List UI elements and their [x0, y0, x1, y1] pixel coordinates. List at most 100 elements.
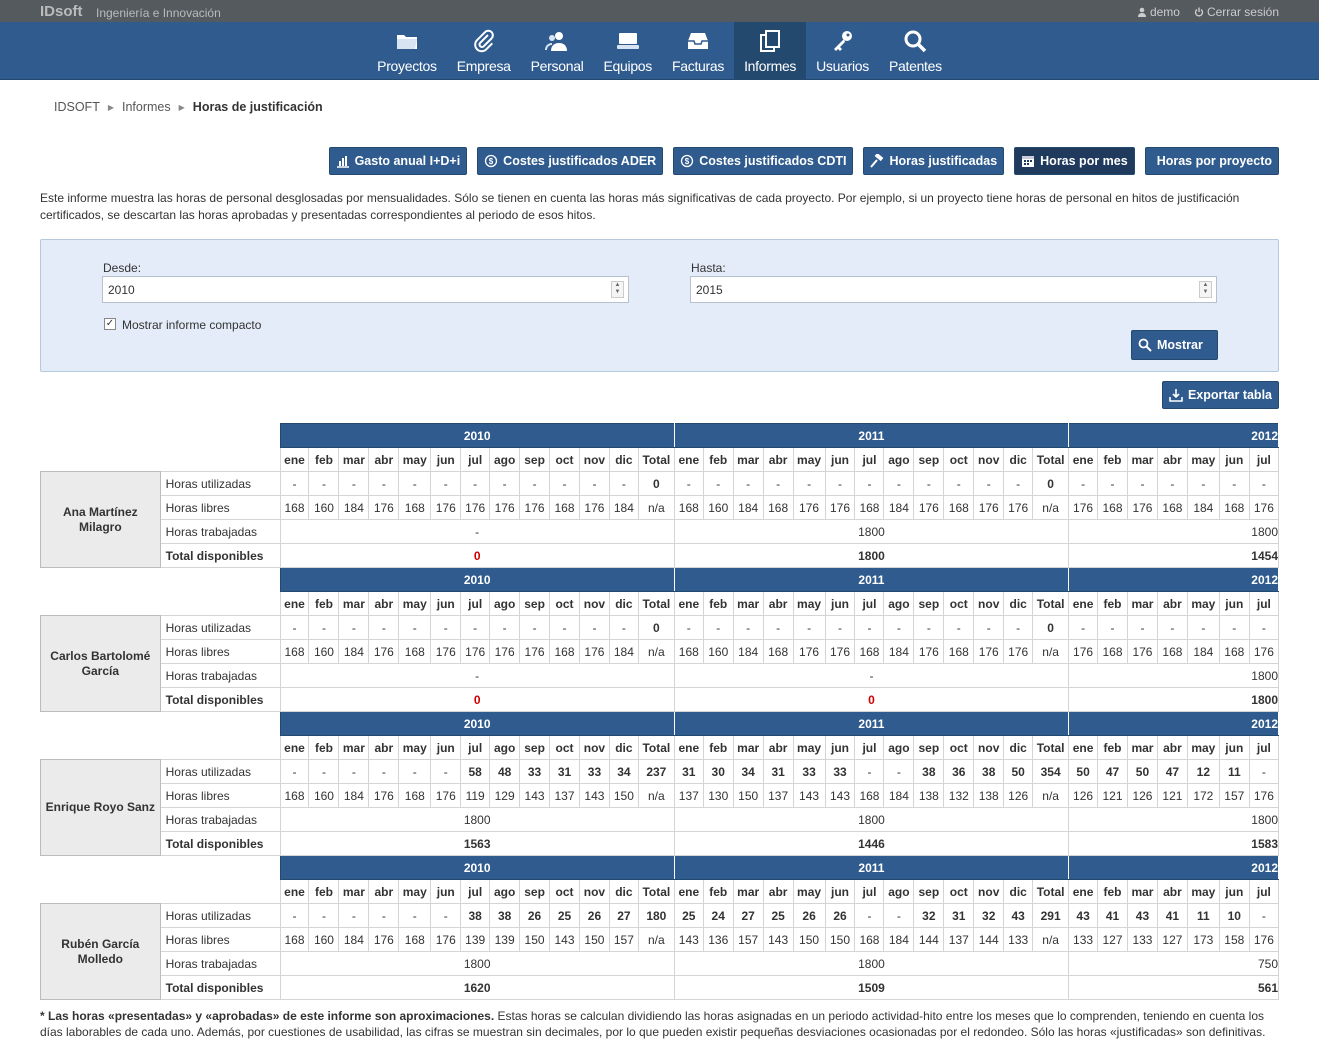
from-input[interactable]: 2010 ▲ ▼: [102, 276, 629, 303]
month-header: oct: [943, 591, 975, 616]
hours-used-cell: -: [883, 903, 915, 928]
hours-used-cell: -: [1097, 615, 1128, 640]
hours-free-cell: n/a: [1032, 639, 1070, 664]
hours-used-cell: -: [1248, 471, 1279, 496]
total-available-cell: 1509: [673, 975, 1070, 1000]
hours-free-cell: 176: [430, 495, 462, 520]
hours-used-cell: 24: [702, 903, 734, 928]
hours-free-cell: 176: [519, 495, 551, 520]
hours-used-cell: -: [1097, 471, 1128, 496]
report-button-5[interactable]: Horas por proyecto: [1144, 147, 1279, 175]
month-header: oct: [549, 447, 580, 472]
logout-link[interactable]: Cerrar sesión: [1194, 5, 1279, 19]
hours-free-cell: 168: [854, 495, 885, 520]
hours-used-cell: -: [1248, 759, 1279, 784]
show-button[interactable]: Mostrar: [1131, 330, 1218, 360]
nav-empresa[interactable]: Empresa: [447, 22, 521, 80]
report-button-1[interactable]: $ Costes justificados ADER: [477, 147, 664, 175]
breadcrumb-section[interactable]: Informes: [122, 100, 171, 114]
month-header: abr: [1156, 447, 1188, 472]
nav-patentes[interactable]: Patentes: [879, 22, 952, 80]
hours-free-cell: 168: [1156, 495, 1188, 520]
hours-worked-cell: 1800: [673, 951, 1070, 976]
footnote-bold: * Las horas «presentadas» y «aprobadas» …: [40, 1009, 495, 1023]
hours-used-cell: -: [338, 759, 370, 784]
month-header-row: ene feb mar abr may jun jul ago sep oct nov dic Tota…: [40, 591, 1279, 616]
year-header: 2012: [1068, 423, 1279, 448]
hours-used-cell: -: [398, 903, 432, 928]
report-button-4[interactable]: Horas por mes: [1014, 147, 1135, 175]
table-row-free: Horas libres 168 160 184 176 168 176 119 129 143 1…: [41, 783, 1279, 808]
month-header: feb: [702, 735, 734, 760]
hours-free-cell: 184: [338, 639, 370, 664]
month-header: ene: [1068, 447, 1099, 472]
hours-used-cell: 41: [1097, 903, 1128, 928]
breadcrumb-separator-icon: ▶: [107, 102, 114, 112]
hours-free-cell: 176: [973, 639, 1005, 664]
month-header-row: ene feb mar abr may jun jul ago sep oct nov dic Tota…: [40, 735, 1279, 760]
month-header: sep: [913, 447, 945, 472]
hours-table-container[interactable]: 2010 2011 2012 ene feb mar abr may jun jul ago sep o…: [40, 423, 1279, 1000]
year-header-row: 2010 2011 2012: [40, 711, 1279, 736]
month-header: mar: [1126, 735, 1158, 760]
month-header: abr: [762, 735, 794, 760]
person-name: Carlos Bartolomé García: [40, 615, 161, 712]
hours-free-cell: 168: [943, 639, 975, 664]
month-header: feb: [1097, 735, 1128, 760]
month-header-row: ene feb mar abr may jun jul ago sep oct nov dic Tota…: [40, 447, 1279, 472]
hammer-icon: [870, 154, 884, 168]
month-header: may: [1186, 879, 1220, 904]
from-label: Desde:: [103, 261, 142, 275]
breadcrumb-root[interactable]: IDSOFT: [54, 100, 100, 114]
report-button-2[interactable]: $ Costes justificados CDTI: [673, 147, 854, 175]
hours-free-cell: 184: [608, 495, 639, 520]
month-header: oct: [943, 735, 975, 760]
hours-free-cell: 137: [673, 783, 704, 808]
row-label: Horas libres: [159, 927, 281, 952]
from-spinner-icon[interactable]: ▲ ▼: [611, 281, 624, 298]
nav-label: Proyectos: [377, 58, 437, 74]
month-header: abr: [1156, 591, 1188, 616]
hours-free-cell: 168: [854, 783, 885, 808]
brand-tagline: Ingeniería e Innovación: [96, 6, 221, 20]
hours-free-cell: 160: [308, 639, 340, 664]
to-label: Hasta:: [691, 261, 726, 275]
report-button-3[interactable]: Horas justificadas: [863, 147, 1005, 175]
table-row-used: Ana Martínez Milagro Horas utilizadas - - - -…: [40, 471, 1279, 568]
user-link[interactable]: demo: [1137, 5, 1180, 19]
hours-free-cell: n/a: [1032, 495, 1070, 520]
hours-used-cell: 26: [519, 903, 551, 928]
row-label: Horas libres: [159, 783, 281, 808]
hours-free-cell: 168: [398, 639, 432, 664]
nav-usuarios[interactable]: Usuarios: [806, 22, 879, 80]
month-header: mar: [732, 447, 764, 472]
nav-proyectos[interactable]: Proyectos: [367, 22, 447, 80]
folder-icon: [395, 29, 419, 58]
month-header: ene: [279, 735, 310, 760]
month-header: nov: [578, 591, 610, 616]
month-header: nov: [973, 735, 1005, 760]
hours-used-cell: 38: [460, 903, 491, 928]
report-button-0[interactable]: Gasto anual I+D+i: [328, 147, 468, 175]
nav-personal[interactable]: Personal: [521, 22, 594, 80]
hours-worked-cell: 1800: [1068, 663, 1279, 688]
hours-free-cell: 184: [732, 495, 764, 520]
month-header: jul: [1248, 879, 1279, 904]
hours-free-cell: 176: [519, 639, 551, 664]
month-header: mar: [1126, 879, 1158, 904]
to-input[interactable]: 2015 ▲ ▼: [690, 276, 1217, 303]
export-table-button[interactable]: Exportar tabla: [1161, 381, 1279, 409]
user-icon: [1137, 7, 1146, 17]
compact-checkbox[interactable]: ✓: [104, 318, 116, 330]
hours-used-cell: -: [913, 471, 945, 496]
people-icon: [545, 29, 569, 58]
nav-equipos[interactable]: Equipos: [594, 22, 663, 80]
to-spinner-icon[interactable]: ▲ ▼: [1199, 281, 1212, 298]
hours-used-cell: 25: [673, 903, 704, 928]
brand-logo[interactable]: IDsoft: [40, 3, 83, 20]
table-row-used: Carlos Bartolomé García Horas utilizadas -…: [40, 615, 1279, 712]
month-header: Total: [637, 735, 675, 760]
total-available-cell: 1563: [279, 831, 675, 856]
nav-facturas[interactable]: Facturas: [662, 22, 734, 80]
nav-informes[interactable]: Informes: [734, 22, 807, 80]
